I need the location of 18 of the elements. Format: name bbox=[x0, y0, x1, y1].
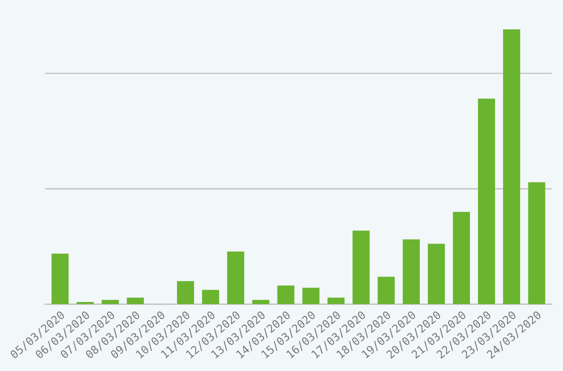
bar bbox=[378, 276, 395, 304]
bar bbox=[402, 239, 420, 304]
bar bbox=[277, 286, 294, 304]
bar bbox=[302, 288, 320, 304]
bar bbox=[252, 300, 270, 304]
bar bbox=[202, 290, 220, 304]
bar bbox=[428, 244, 445, 304]
bar bbox=[478, 98, 496, 304]
bar bbox=[452, 212, 470, 304]
bar bbox=[52, 254, 69, 304]
bar bbox=[176, 281, 194, 304]
bar bbox=[528, 182, 546, 304]
bar bbox=[227, 251, 244, 304]
bar bbox=[503, 29, 520, 304]
bar bbox=[102, 300, 119, 304]
bar bbox=[327, 298, 345, 304]
bar bbox=[352, 230, 370, 304]
bar bbox=[126, 298, 144, 304]
